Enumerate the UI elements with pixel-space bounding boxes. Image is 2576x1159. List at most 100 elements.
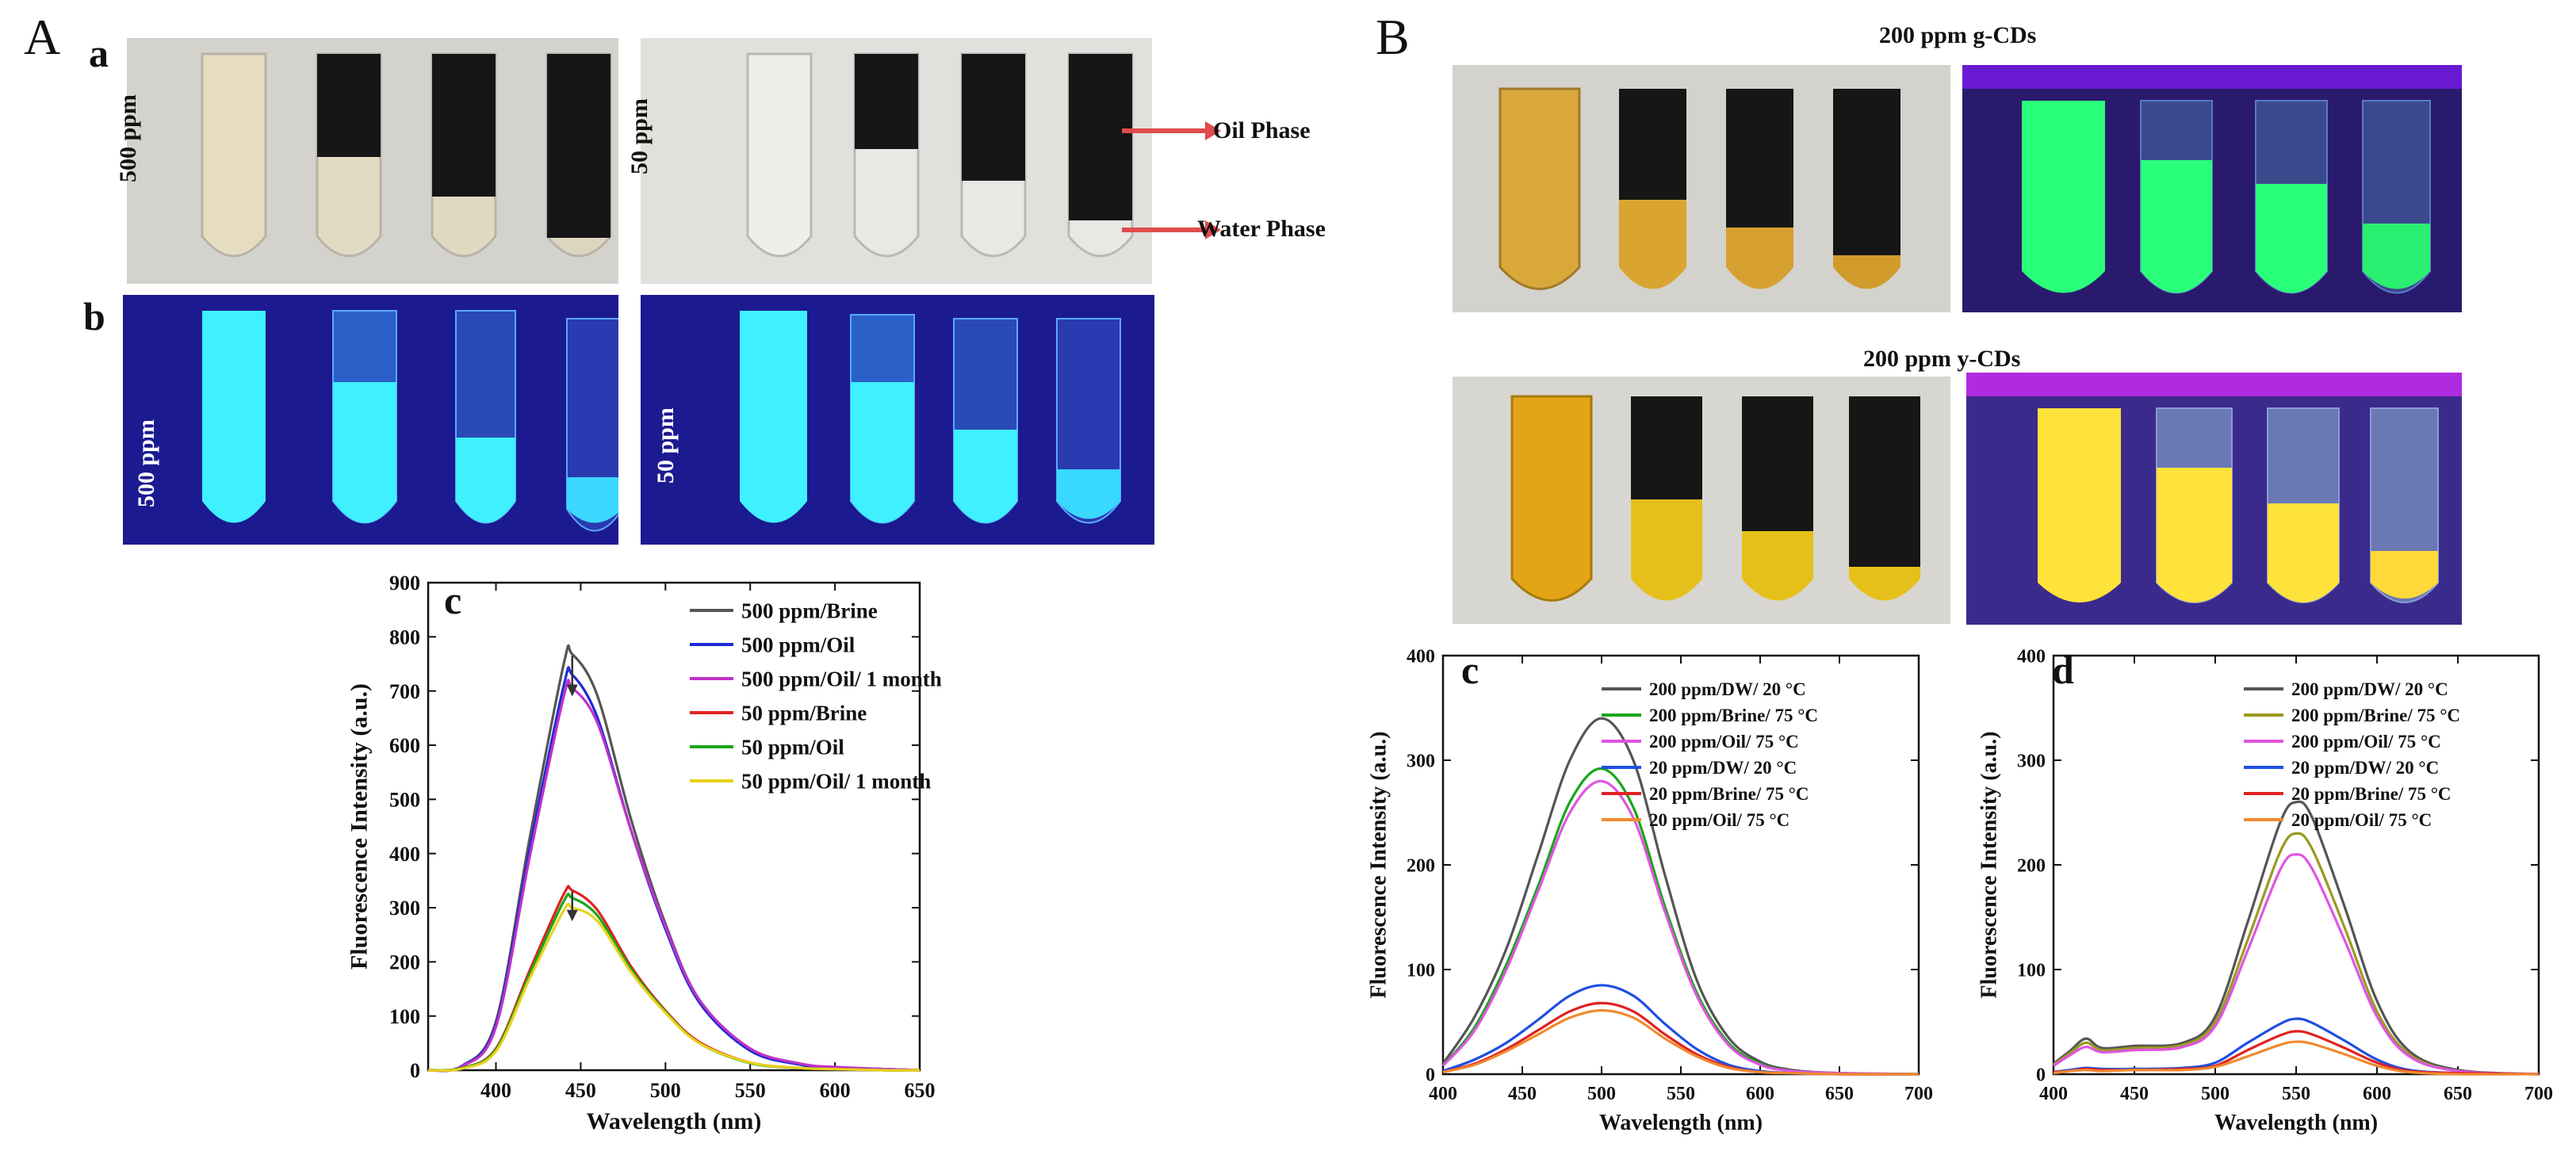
subpanel-label-Bd: d bbox=[2052, 648, 2074, 692]
series-line-1 bbox=[427, 666, 921, 1073]
x-tick-label: 550 bbox=[1667, 1084, 1695, 1104]
panel-label-A: A bbox=[24, 9, 61, 65]
subpanel-label-Ac: c bbox=[444, 578, 462, 622]
legend-label-3: 20 ppm/DW/ 20 °C bbox=[1649, 758, 1797, 778]
photo-500ppm-uv bbox=[123, 295, 618, 545]
x-tick-label: 600 bbox=[820, 1079, 851, 1102]
photo-50ppm-uv bbox=[641, 295, 1154, 545]
title-g-cds: 200 ppm g-CDs bbox=[1879, 22, 2037, 48]
series-line-1 bbox=[2053, 832, 2540, 1076]
y-tick-label: 100 bbox=[1407, 960, 1435, 981]
subpanel-label-Ab: b bbox=[83, 294, 105, 339]
title-y-cds: 200 ppm y-CDs bbox=[1863, 346, 2021, 372]
y-axis-label: Fluorescence Intensity (a.u.) bbox=[346, 683, 372, 970]
panel-label-B: B bbox=[1376, 9, 1410, 65]
y-axis-label: Fluorescence Intensity (a.u.) bbox=[1367, 732, 1391, 999]
legend-label-5: 20 ppm/Oil/ 75 °C bbox=[2291, 810, 2432, 830]
y-tick-label: 700 bbox=[389, 680, 420, 703]
plot-frame bbox=[427, 581, 921, 1072]
legend-label-1: 500 ppm/Oil bbox=[741, 633, 855, 656]
series-line-5 bbox=[1442, 1008, 1920, 1076]
y-tick-label: 300 bbox=[1407, 751, 1435, 771]
x-tick-label: 650 bbox=[1825, 1084, 1854, 1104]
legend-label-4: 20 ppm/Brine/ 75 °C bbox=[2291, 784, 2452, 804]
x-tick-label: 650 bbox=[2444, 1084, 2472, 1104]
x-tick-label: 450 bbox=[1508, 1084, 1537, 1104]
x-axis-label: Wavelength (nm) bbox=[2214, 1111, 2378, 1135]
x-tick-label: 550 bbox=[2282, 1084, 2310, 1104]
y-tick-label: 400 bbox=[389, 843, 420, 866]
tubes-50ppm-daylight bbox=[641, 38, 1152, 284]
y-tick-label: 800 bbox=[389, 625, 420, 648]
y-tick-label: 400 bbox=[2017, 646, 2046, 667]
legend-label-0: 200 ppm/DW/ 20 °C bbox=[1649, 679, 1806, 699]
x-tick-label: 500 bbox=[650, 1079, 681, 1102]
series-line-2 bbox=[427, 679, 921, 1073]
x-tick-label: 400 bbox=[2039, 1084, 2068, 1104]
x-axis-label: Wavelength (nm) bbox=[1599, 1111, 1763, 1135]
x-tick-label: 500 bbox=[1587, 1084, 1616, 1104]
series-line-2 bbox=[2053, 853, 2540, 1076]
subpanel-label-Bc: c bbox=[1461, 648, 1479, 692]
subpanel-label-Aa: a bbox=[89, 31, 109, 75]
label-50ppm-uv: 50 ppm bbox=[653, 407, 679, 484]
legend-label-4: 20 ppm/Brine/ 75 °C bbox=[1649, 784, 1809, 804]
legend-label-0: 500 ppm/Brine bbox=[741, 599, 878, 622]
legend-label-1: 200 ppm/Brine/ 75 °C bbox=[1649, 706, 1818, 725]
y-tick-label: 900 bbox=[389, 572, 420, 595]
legend-label-0: 200 ppm/DW/ 20 °C bbox=[2291, 679, 2448, 699]
tubes-500ppm-uv bbox=[123, 295, 618, 545]
y-tick-label: 200 bbox=[389, 951, 420, 973]
y-axis-label: Fluorescence Intensity (a.u.) bbox=[1977, 732, 2002, 999]
tubes-g-cds-daylight bbox=[1453, 65, 1950, 312]
x-tick-label: 400 bbox=[480, 1079, 511, 1102]
tubes-500ppm-daylight bbox=[127, 38, 618, 284]
y-tick-label: 100 bbox=[2017, 960, 2046, 981]
chart-Ac: 0 100 200 300 400 500 600 700 800 900 400 450 500 550… bbox=[346, 572, 942, 1134]
label-50ppm-daylight: 50 ppm bbox=[626, 98, 653, 174]
y-tick-label: 300 bbox=[2017, 751, 2046, 771]
x-tick-label: 600 bbox=[2363, 1084, 2391, 1104]
photo-g-cds-daylight bbox=[1453, 65, 1950, 312]
series-line-5 bbox=[427, 902, 921, 1072]
x-tick-label: 600 bbox=[1746, 1084, 1774, 1104]
tubes-y-cds-uv bbox=[1966, 373, 2462, 625]
x-tick-label: 550 bbox=[735, 1079, 766, 1102]
x-tick-label: 500 bbox=[2201, 1084, 2230, 1104]
legend-label-2: 500 ppm/Oil/ 1 month bbox=[741, 667, 942, 690]
x-tick-label: 450 bbox=[565, 1079, 596, 1102]
x-tick-label: 700 bbox=[1904, 1084, 1933, 1104]
legend-label-4: 50 ppm/Oil bbox=[741, 735, 844, 759]
photo-g-cds-uv bbox=[1962, 65, 2462, 312]
tubes-50ppm-uv bbox=[641, 295, 1154, 545]
photo-50ppm-daylight bbox=[641, 38, 1152, 284]
label-oil-phase: Oil Phase bbox=[1213, 117, 1311, 143]
y-tick-label: 300 bbox=[389, 897, 420, 920]
photo-y-cds-daylight bbox=[1453, 377, 1950, 624]
legend-label-2: 200 ppm/Oil/ 75 °C bbox=[1649, 732, 1799, 752]
legend-label-2: 200 ppm/Oil/ 75 °C bbox=[2291, 732, 2441, 752]
trend-arrowhead-high bbox=[566, 684, 578, 697]
photo-500ppm-daylight bbox=[127, 38, 618, 284]
y-tick-label: 100 bbox=[389, 1005, 420, 1028]
series-line-5 bbox=[2053, 1040, 2540, 1076]
x-tick-label: 400 bbox=[1429, 1084, 1457, 1104]
y-tick-label: 0 bbox=[1426, 1065, 1435, 1085]
legend-label-1: 200 ppm/Brine/ 75 °C bbox=[2291, 706, 2460, 725]
tubes-y-cds-daylight bbox=[1453, 377, 1950, 624]
legend-label-5: 20 ppm/Oil/ 75 °C bbox=[1649, 810, 1789, 830]
y-tick-label: 600 bbox=[389, 734, 420, 757]
series-line-2 bbox=[1441, 779, 1920, 1076]
tubes-g-cds-uv bbox=[1962, 65, 2462, 312]
photo-y-cds-uv bbox=[1966, 373, 2462, 625]
y-tick-label: 200 bbox=[1407, 855, 1435, 876]
legend-label-5: 50 ppm/Oil/ 1 month bbox=[741, 769, 931, 793]
y-tick-label: 400 bbox=[1407, 646, 1435, 667]
label-500ppm-daylight: 500 ppm bbox=[115, 94, 141, 182]
chart-Bc: 0 100 200 300 400 400 450 500 550 600 650 700 Wavele… bbox=[1367, 646, 1933, 1135]
x-tick-label: 450 bbox=[2120, 1084, 2149, 1104]
label-water-phase: Water Phase bbox=[1197, 216, 1326, 242]
y-tick-label: 0 bbox=[410, 1059, 420, 1082]
y-tick-label: 500 bbox=[389, 788, 420, 811]
y-tick-label: 200 bbox=[2017, 855, 2046, 876]
